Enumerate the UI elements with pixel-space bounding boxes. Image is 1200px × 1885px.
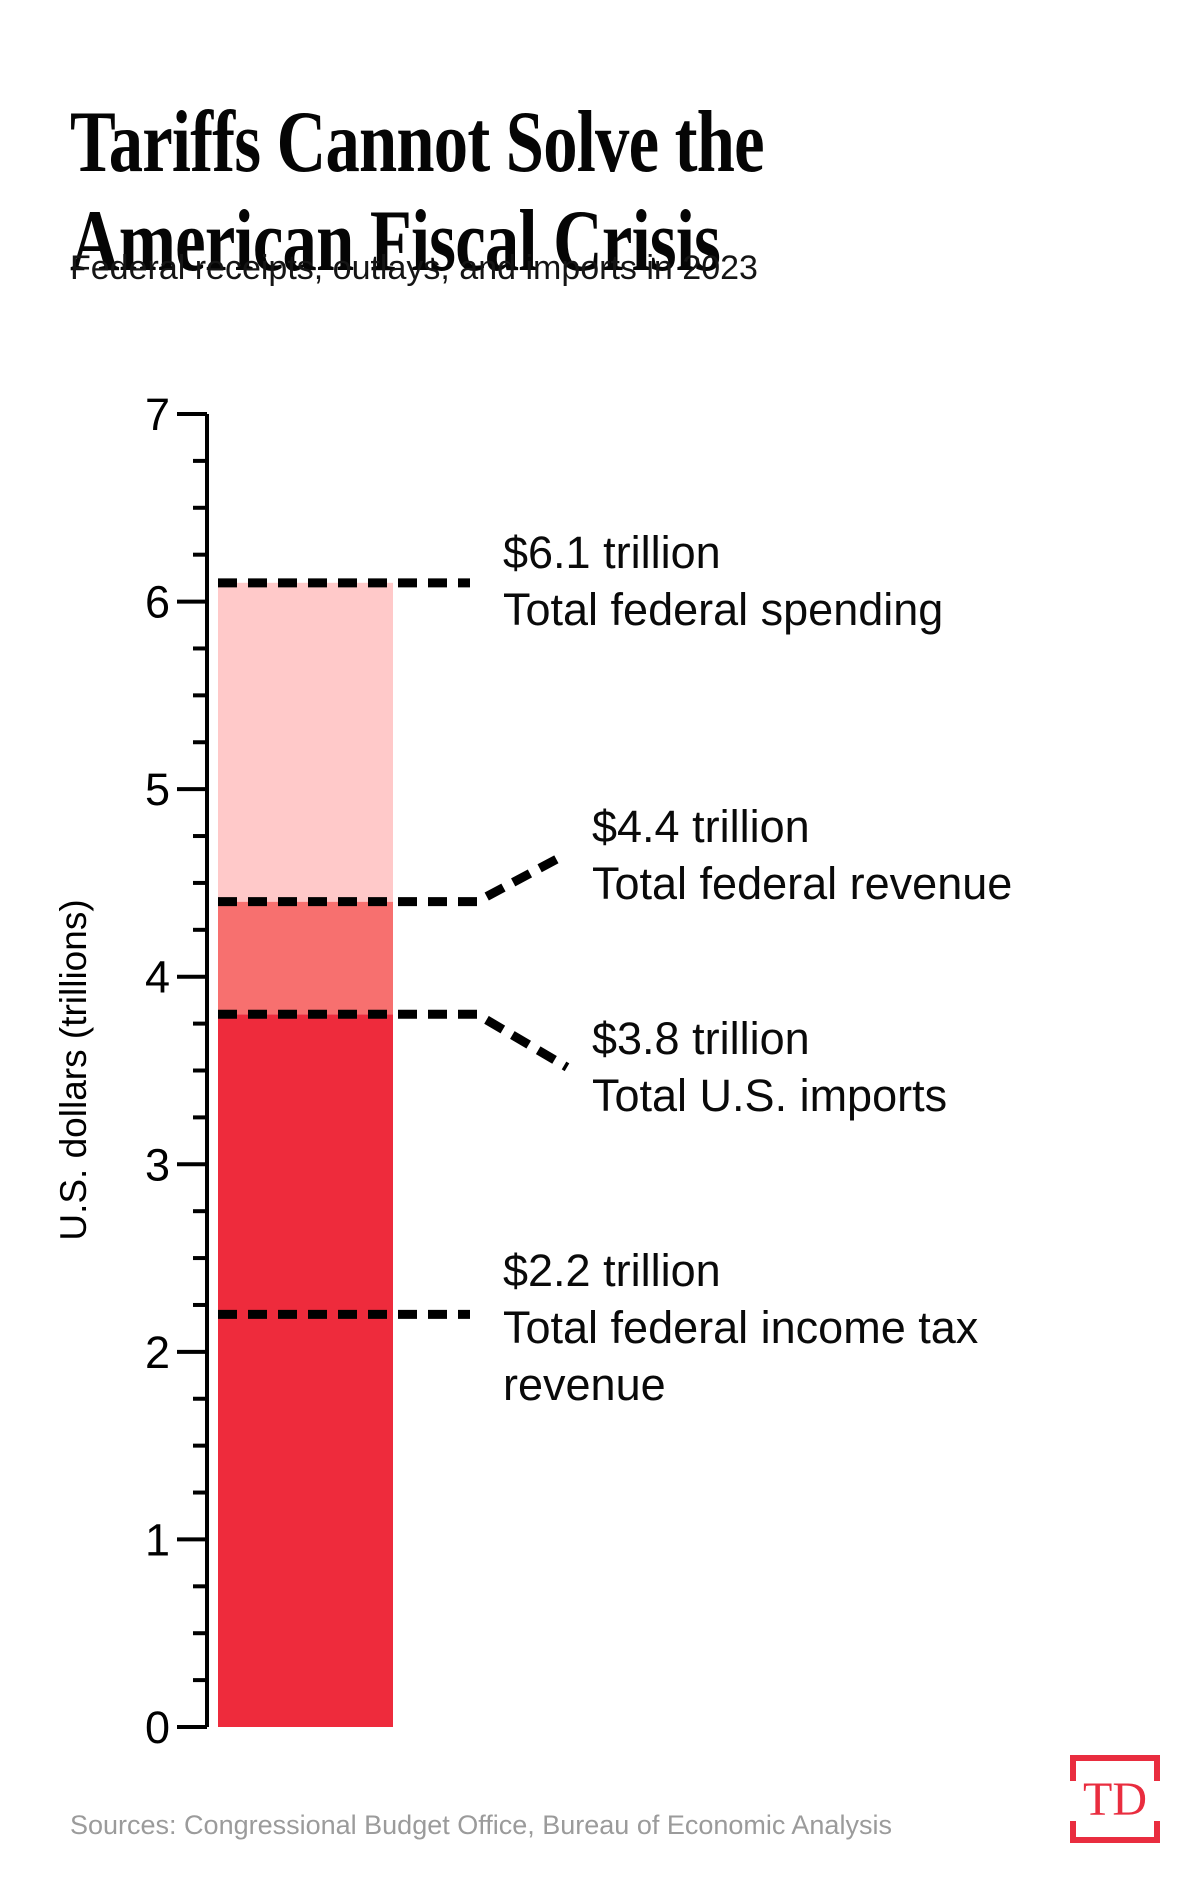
annotation-label: Total federal spending: [503, 584, 944, 635]
y-tick-label: 1: [145, 1514, 170, 1565]
annotation-total-us-imports: $3.8 trillion Total U.S. imports: [592, 1010, 947, 1124]
y-tick-label: 7: [145, 389, 170, 440]
annotation-label: Total U.S. imports: [592, 1070, 948, 1121]
y-tick-label: 5: [145, 764, 170, 815]
y-axis-title: U.S. dollars (trillions): [53, 899, 94, 1240]
bar-segment-spending-above-revenue: [218, 582, 393, 902]
td-logo: TD: [1070, 1755, 1160, 1843]
logo-frame-gap-right: [1154, 1781, 1160, 1821]
annotation-value: $4.4 trillion: [592, 801, 810, 852]
annotation-total-federal-spending: $6.1 trillion Total federal spending: [503, 524, 943, 638]
annotation-value: $6.1 trillion: [503, 527, 721, 578]
y-tick-label: 2: [145, 1327, 170, 1378]
annotation-value: $3.8 trillion: [592, 1013, 810, 1064]
annotation-label: Total federal income tax revenue: [503, 1302, 979, 1410]
leader-line-3.8: [218, 1009, 570, 1072]
annotation-value: $2.2 trillion: [503, 1245, 721, 1296]
y-tick-label: 6: [145, 577, 170, 628]
chart-title: Tariffs Cannot Solve the American Fiscal…: [70, 93, 765, 290]
annotation-label: Total federal revenue: [592, 858, 1013, 909]
y-tick-label: 4: [145, 952, 170, 1003]
bar-segment-revenue-above-imports: [218, 901, 393, 1015]
leader-line-4.4: [218, 850, 568, 907]
chart-subtitle: Federal receipts, outlays, and imports i…: [70, 249, 758, 287]
annotation-income-tax-revenue: $2.2 trillion Total federal income tax r…: [503, 1242, 1063, 1413]
td-logo-letters: TD: [1083, 1772, 1147, 1826]
sources-note: Sources: Congressional Budget Office, Bu…: [70, 1810, 892, 1840]
bar-segment-imports: [218, 1014, 393, 1727]
y-tick-label: 0: [145, 1702, 170, 1753]
logo-frame-gap-left: [1070, 1781, 1076, 1821]
y-tick-label: 3: [145, 1139, 170, 1190]
annotation-total-federal-revenue: $4.4 trillion Total federal revenue: [592, 798, 1012, 912]
